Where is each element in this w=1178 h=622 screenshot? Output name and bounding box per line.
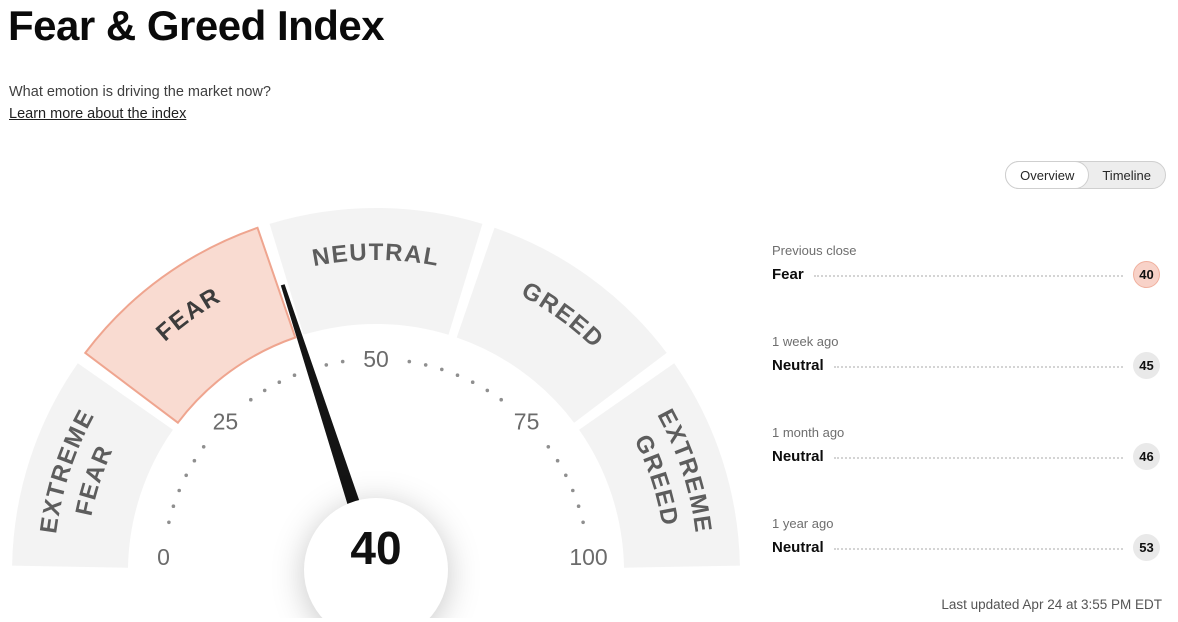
gauge-tick-dot (167, 520, 171, 525)
gauge-hub (304, 498, 448, 622)
page-subtitle: What emotion is driving the market now? (9, 84, 271, 100)
gauge-tick-dot (201, 445, 206, 449)
history-row-1-week: 1 week ago Neutral 45 (772, 334, 1160, 379)
gauge-tick-dot (324, 363, 329, 367)
gauge-segment-greed (456, 227, 667, 423)
gauge-segment-neutral (269, 208, 483, 335)
history-line: Neutral 45 (772, 352, 1160, 379)
learn-more-link[interactable]: Learn more about the index (9, 106, 187, 122)
page-title: Fear & Greed Index (8, 2, 385, 49)
gauge-tick-dot (571, 488, 575, 493)
gauge-tick-dot (277, 380, 282, 384)
dotted-leader (833, 443, 1123, 459)
view-toggle: Overview Timeline (1005, 161, 1166, 189)
tab-timeline[interactable]: Timeline (1102, 167, 1151, 183)
history-label: Fear (772, 266, 804, 283)
gauge-tick-dot (581, 520, 585, 525)
gauge-tick-dot (177, 488, 181, 493)
gauge-tick-dot (499, 397, 504, 402)
gauge-tick-dot (485, 388, 490, 393)
gauge-tick-dot (407, 359, 412, 364)
gauge-tick-dot (262, 388, 267, 393)
last-updated: Last updated Apr 24 at 3:55 PM EDT (941, 597, 1162, 612)
gauge-tick-dot (555, 458, 560, 463)
gauge-tick-label-0: 0 (157, 544, 170, 570)
gauge-current-value: 40 (350, 522, 401, 574)
history-value-badge: 40 (1133, 261, 1160, 288)
gauge-segment-extreme-greed (579, 363, 740, 568)
gauge-tick-dot (576, 504, 581, 509)
history-label: Neutral (772, 448, 824, 465)
history-value-badge: 45 (1133, 352, 1160, 379)
gauge-tick-dot (249, 397, 253, 402)
gauge-tick-dot (440, 367, 444, 372)
history-period: 1 year ago (772, 516, 834, 531)
history-period: Previous close (772, 243, 857, 258)
history-row-previous-close: Previous close Fear 40 (772, 243, 1160, 288)
history-period: 1 month ago (772, 425, 845, 440)
history-period: 1 week ago (772, 334, 839, 349)
dotted-leader (813, 261, 1123, 277)
gauge-tick-label-75: 75 (514, 408, 540, 434)
gauge-tick-dot (455, 373, 460, 377)
fear-greed-gauge: EXTREME FEAR FEAR NEUTRAL GREED EXTREME GREED 0… (2, 186, 746, 622)
gauge-tick-dot (171, 504, 176, 509)
gauge-tick-label-25: 25 (213, 408, 239, 434)
history-row-1-year: 1 year ago Neutral 53 (772, 516, 1160, 561)
history-value-badge: 46 (1133, 443, 1160, 470)
history-row-1-month: 1 month ago Neutral 46 (772, 425, 1160, 470)
gauge-tick-label-50: 50 (363, 346, 389, 372)
gauge-tick-dot (292, 373, 297, 377)
gauge-tick-dot (423, 363, 428, 367)
gauge-tick-dot (340, 359, 345, 364)
gauge-segment-fear (83, 226, 297, 425)
history-label: Neutral (772, 357, 824, 374)
dotted-leader (833, 534, 1123, 550)
gauge-tick-dot (470, 380, 475, 384)
dotted-leader (833, 352, 1123, 368)
gauge-tick-dot (546, 445, 551, 449)
gauge-tick-dot (564, 473, 568, 478)
tab-overview[interactable]: Overview (1005, 161, 1090, 189)
gauge-chart: EXTREMEFEARFEARNEUTRALGREEDEXTREMEGREED0… (12, 208, 740, 622)
history-value-badge: 53 (1133, 534, 1160, 561)
history-line: Neutral 53 (772, 534, 1160, 561)
history-label: Neutral (772, 539, 824, 556)
gauge-segment-extreme-fear (12, 363, 173, 568)
history-line: Fear 40 (772, 261, 1160, 288)
gauge-tick-dot (184, 473, 188, 478)
history-panel: Previous close Fear 40 1 week ago Neutra… (772, 243, 1160, 607)
history-line: Neutral 46 (772, 443, 1160, 470)
gauge-tick-dot (192, 458, 197, 463)
gauge-tick-label-100: 100 (569, 544, 607, 570)
